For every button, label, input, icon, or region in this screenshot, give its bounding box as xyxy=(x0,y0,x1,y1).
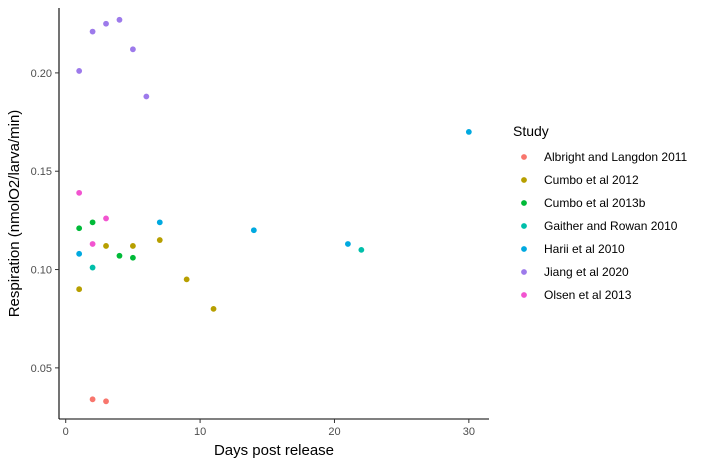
data-point xyxy=(183,276,190,283)
data-point xyxy=(89,396,96,403)
data-point xyxy=(156,237,163,243)
y-tick-label: 0.10 xyxy=(31,265,52,277)
data-point xyxy=(210,305,217,312)
data-point xyxy=(130,46,136,53)
data-point xyxy=(89,219,96,226)
legend-items: Albright and Langdon 2011 Cumbo et al 201… xyxy=(521,150,688,302)
legend: Study Albright and Langdon 2011 Cumbo et … xyxy=(513,123,688,302)
data-point xyxy=(103,243,109,249)
legend-label: Albright and Langdon 2011 xyxy=(544,150,688,164)
legend-key xyxy=(521,200,527,206)
legend-label: Jiang et al 2020 xyxy=(544,265,629,279)
legend-label: Harii et al 2010 xyxy=(544,242,625,256)
data-point xyxy=(103,20,109,27)
data-point xyxy=(358,246,365,253)
data-point xyxy=(89,264,96,271)
legend-key xyxy=(521,177,527,183)
legend-key xyxy=(521,246,527,252)
legend-label: Cumbo et al 2012 xyxy=(544,173,639,187)
data-point xyxy=(130,254,136,261)
data-point xyxy=(76,68,83,74)
x-tick-label: 20 xyxy=(328,426,340,438)
legend-key xyxy=(521,269,527,275)
data-point xyxy=(103,398,109,405)
data-point xyxy=(156,219,163,226)
y-axis-title: Respiration (nmolO2/larva/min) xyxy=(6,110,23,318)
legend-label: Olsen et al 2013 xyxy=(544,288,632,302)
legend-title: Study xyxy=(513,123,549,139)
data-point xyxy=(76,189,83,196)
plot-area xyxy=(76,16,472,405)
data-point xyxy=(76,286,83,293)
x-tick-label: 10 xyxy=(194,426,206,438)
legend-key xyxy=(521,223,527,229)
data-point xyxy=(116,16,123,23)
legend-label: Gaither and Rowan 2010 xyxy=(544,219,678,233)
data-point xyxy=(345,241,351,247)
data-point xyxy=(89,241,96,247)
y-axis-ticks: 0.05 0.10 0.15 0.20 xyxy=(31,68,59,375)
legend-label: Cumbo et al 2013b xyxy=(544,196,646,210)
legend-key xyxy=(521,154,527,160)
data-point xyxy=(143,93,150,100)
x-tick-label: 30 xyxy=(463,426,475,438)
x-axis-ticks: 0 10 20 30 xyxy=(63,419,475,438)
data-point xyxy=(76,250,83,257)
x-tick-label: 0 xyxy=(63,426,69,438)
data-point xyxy=(250,227,257,234)
data-point xyxy=(465,128,472,135)
y-tick-label: 0.20 xyxy=(31,68,52,80)
data-point xyxy=(130,243,136,249)
data-point xyxy=(89,28,96,35)
y-tick-label: 0.05 xyxy=(31,363,52,375)
data-point xyxy=(103,215,109,222)
x-axis-title: Days post release xyxy=(214,442,334,459)
data-point xyxy=(76,225,83,232)
y-tick-label: 0.15 xyxy=(31,166,52,178)
legend-key xyxy=(521,292,527,298)
data-point xyxy=(116,252,123,259)
